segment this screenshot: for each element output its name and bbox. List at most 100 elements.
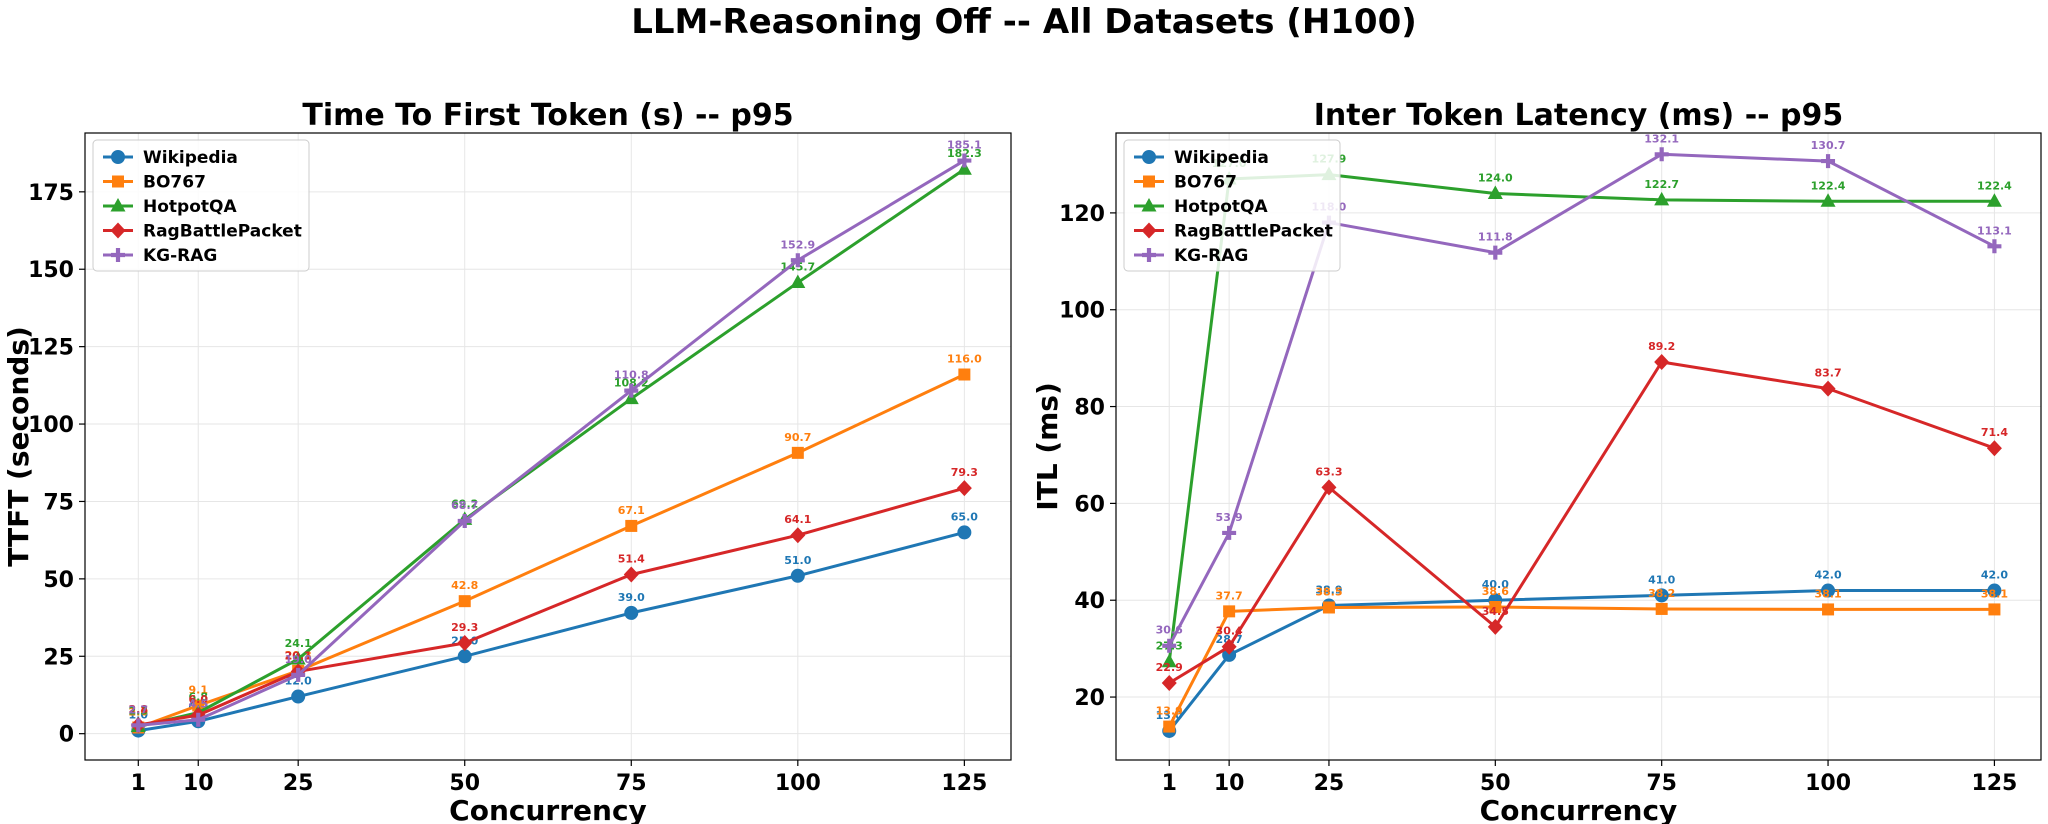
chart2-ytick-label: 100: [1059, 299, 1105, 324]
chart2-legend-marker-bo767: [1143, 175, 1155, 188]
chart2-series-wikipedia: 13.028.738.940.041.042.042.0: [1156, 569, 2008, 738]
chart2-xtick-label: 50: [1480, 771, 1511, 796]
chart2-legend-marker-kg-rag: [1142, 248, 1156, 262]
chart2-legend-marker-wikipedia: [1142, 150, 1156, 164]
chart1-legend-marker-ragbattlepacket: [110, 222, 126, 239]
chart1-point-hotpotqa: [790, 274, 806, 289]
chart1-data-label-bo767: 2.0: [129, 705, 149, 718]
chart2-data-label-bo767: 13.9: [1156, 705, 1183, 718]
chart2-point-wikipedia: [1654, 588, 1669, 603]
chart1-point-hotpotqa: [290, 651, 306, 665]
chart1-point-kg-rag: [957, 153, 972, 168]
chart2-point-wikipedia: [1987, 583, 2002, 598]
chart1-data-label-ragbattlepacket: 6.0: [189, 693, 209, 706]
chart1-data-label-bo767: 42.8: [451, 579, 478, 592]
chart2-point-kg-rag: [1488, 245, 1503, 260]
chart2-point-hotpotqa: [1986, 193, 2002, 207]
chart1-xtick-label: 25: [283, 771, 314, 796]
chart2-point-bo767: [1322, 601, 1335, 614]
chart2-frame: [1115, 132, 2042, 761]
chart1-data-label-kg-rag: 152.9: [780, 238, 815, 251]
chart2-point-kg-rag: [1821, 154, 1836, 169]
chart1-xtick-label: 1: [131, 771, 146, 796]
chart1-ytick-label: 100: [28, 413, 74, 438]
chart2-point-hotpotqa: [1820, 193, 1836, 207]
chart1-ytick-label: 25: [43, 645, 74, 670]
chart2-point-ragbattlepacket: [1321, 479, 1337, 496]
chart1-data-label-bo767: 67.1: [618, 504, 645, 517]
chart2-point-bo767: [1163, 720, 1176, 733]
chart1-ytick-label: 175: [28, 181, 74, 206]
chart1-point-kg-rag: [624, 383, 639, 398]
chart1-point-wikipedia: [790, 568, 805, 583]
chart1-point-wikipedia: [957, 525, 972, 540]
chart1-data-label-hotpotqa: 69.2: [451, 497, 478, 510]
chart2-xtick-label: 100: [1805, 771, 1851, 796]
chart1-data-label-hotpotqa: 24.1: [285, 637, 312, 650]
chart1-legend-marker-wikipedia: [111, 150, 125, 164]
chart2-point-ragbattlepacket: [1654, 354, 1670, 371]
chart2-data-label-hotpotqa: 122.4: [1811, 179, 1846, 192]
chart1-ytick-label: 50: [43, 568, 74, 593]
chart1-data-label-ragbattlepacket: 2.8: [129, 703, 149, 716]
chart2-data-label-hotpotqa: 124.0: [1478, 172, 1513, 185]
chart1-data-label-bo767: 90.7: [784, 431, 811, 444]
chart2-point-hotpotqa: [1654, 191, 1670, 206]
chart1-point-kg-rag: [291, 667, 306, 682]
chart1-data-label-ragbattlepacket: 79.3: [951, 466, 978, 479]
chart2-xtick-label: 25: [1314, 771, 1345, 796]
chart2-point-hotpotqa: [1161, 653, 1177, 668]
chart2-point-ragbattlepacket: [1986, 440, 2002, 457]
chart2-data-label-ragbattlepacket: 83.7: [1814, 367, 1841, 380]
chart1-data-label-wikipedia: 65.0: [951, 510, 978, 523]
chart1-point-wikipedia: [624, 605, 639, 620]
chart2-point-kg-rag: [1162, 638, 1177, 653]
chart1-xtick-label: 75: [616, 771, 647, 796]
chart2-legend-label-ragbattlepacket: RagBattlePacket: [1174, 222, 1333, 242]
chart1-point-ragbattlepacket: [956, 480, 972, 497]
chart2-ytick-label: 120: [1059, 202, 1105, 227]
chart2-data-label-bo767: 37.7: [1216, 589, 1243, 602]
chart1-data-label-hotpotqa: 108.2: [614, 377, 649, 390]
chart2-data-label-kg-rag: 30.6: [1156, 624, 1183, 637]
chart1-series-wikipedia: 1.04.012.025.039.051.065.0: [129, 510, 978, 738]
chart1-data-label-hotpotqa: 2.3: [129, 705, 149, 718]
chart2-legend: Wikipedia BO767 HotpotQA RagBattlePacket KG-…: [1123, 139, 1341, 272]
chart2-data-label-bo767: 38.6: [1482, 585, 1509, 598]
chart1-legend-box: [92, 139, 310, 272]
chart1-data-label-wikipedia: 51.0: [784, 554, 811, 567]
chart2-data-label-bo767: 38.5: [1315, 585, 1342, 598]
chart2-data-label-bo767: 38.1: [1981, 587, 2008, 600]
chart2-point-hotpotqa: [1487, 185, 1503, 200]
chart2-ytick-label: 80: [1074, 396, 1105, 421]
chart1-data-label-bo767: 9.1: [189, 684, 209, 697]
chart1-ytick-label: 0: [59, 723, 74, 748]
chart2-title: Inter Token Latency (ms) -- p95: [1314, 98, 1844, 133]
chart1-point-wikipedia: [457, 649, 472, 664]
chart2-point-bo767: [1822, 603, 1835, 616]
chart1-ytick-label: 150: [28, 258, 74, 283]
chart2-legend-marker-ragbattlepacket: [1141, 222, 1157, 239]
chart1-point-hotpotqa: [956, 161, 972, 175]
chart1-series-kg-rag: 2.7 4.5 19.0 68.7 110.8 152.9 185.1: [129, 139, 982, 733]
chart1-data-label-kg-rag: 4.5: [189, 698, 209, 711]
chart2-data-label-ragbattlepacket: 63.3: [1315, 465, 1342, 478]
chart1-legend-label-wikipedia: Wikipedia: [143, 148, 238, 168]
chart2-data-label-wikipedia: 42.0: [1981, 569, 2008, 582]
chart1-point-ragbattlepacket: [457, 634, 473, 651]
chart2-point-bo767: [1489, 601, 1502, 614]
chart2-point-kg-rag: [1222, 525, 1237, 540]
chart1-ylabel: TTFT (seconds): [2, 326, 35, 567]
chart2-xtick-label: 125: [1971, 771, 2017, 796]
chart1-data-label-wikipedia: 39.0: [618, 591, 645, 604]
chart2-data-label-wikipedia: 42.0: [1814, 569, 1841, 582]
chart2-data-label-ragbattlepacket: 89.2: [1648, 340, 1675, 353]
chart1-xtick-label: 50: [449, 771, 480, 796]
chart2-point-kg-rag: [1987, 239, 2002, 254]
chart2-series-bo767: 13.9 37.7 38.5 38.6 38.2 38.1 38.1: [1156, 585, 2008, 733]
chart1-data-label-ragbattlepacket: 20.1: [285, 649, 312, 662]
chart2-data-label-hotpotqa: 122.4: [1977, 179, 2012, 192]
chart1-legend-label-hotpotqa: HotpotQA: [143, 197, 237, 217]
chart2-xtick-label: 1: [1162, 771, 1177, 796]
